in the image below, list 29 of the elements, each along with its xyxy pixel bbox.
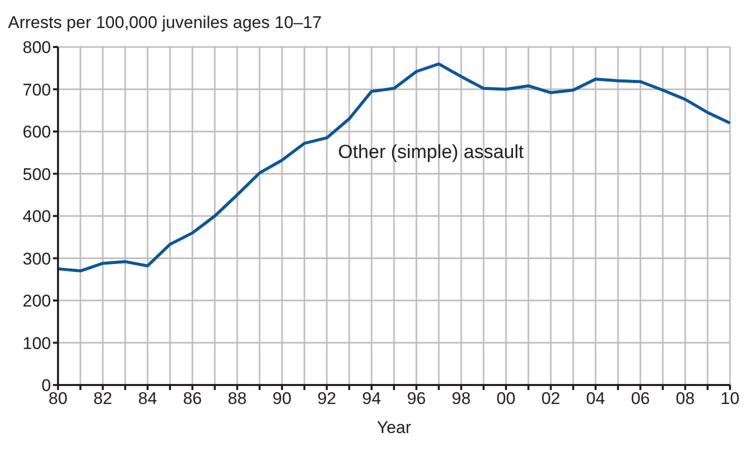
- line-series: [56, 62, 732, 272]
- series-label: Other (simple) assault: [338, 142, 524, 164]
- y-tick-label: 700: [22, 80, 51, 100]
- x-tick-label: 98: [452, 389, 471, 408]
- y-tick-label: 200: [22, 292, 51, 311]
- y-tick-label: 100: [22, 334, 51, 353]
- y-tick-label: 600: [22, 122, 51, 142]
- x-tick-label: 10: [720, 389, 740, 408]
- x-tick-label: 94: [362, 389, 382, 408]
- x-tick-label: 06: [630, 389, 650, 408]
- x-tick-label: 88: [228, 389, 247, 408]
- y-tick-label: 0: [42, 376, 51, 396]
- y-tick-label: 400: [22, 207, 51, 226]
- y-axis-title: Arrests per 100,000 juveniles ages 10–17: [8, 12, 323, 34]
- x-tick-label: 84: [138, 389, 158, 408]
- x-tick-label: 02: [541, 389, 560, 408]
- x-tick-label: 08: [676, 389, 695, 408]
- x-tick-label: 04: [586, 389, 606, 408]
- x-tick-label: 92: [317, 389, 336, 408]
- y-tick-label: 500: [22, 164, 51, 184]
- x-tick-label: 00: [496, 389, 516, 408]
- y-tick-label: 800: [22, 38, 51, 58]
- x-tick-label: 86: [182, 389, 202, 408]
- x-tick-label: 96: [406, 389, 426, 408]
- x-tick-label: 82: [93, 389, 112, 408]
- x-tick-label: 90: [272, 389, 292, 408]
- x-tick-label: 80: [48, 389, 68, 408]
- x-axis-title: Year: [376, 418, 412, 437]
- y-tick-label: 300: [22, 249, 51, 268]
